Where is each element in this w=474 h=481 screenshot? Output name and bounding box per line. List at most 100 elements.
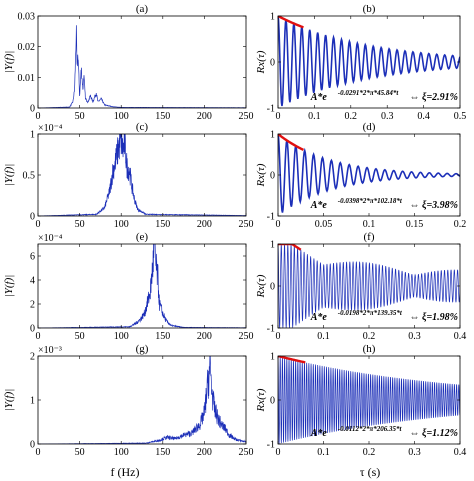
damping-formula-exponent: -0.0398*2*π*102.18*t [338,197,403,205]
damping-formula: A*e [310,200,328,211]
x-tick-label: 200 [197,447,212,458]
panel-g: 0 50 100 150 200 250 0 1 2 (g) ×10⁻³ |Y(f)| [3,343,254,458]
x-tick-label: 50 [75,331,85,342]
y-tick-label: 2 [30,352,35,363]
plot-area [38,134,246,216]
y-tick-label: 0 [270,58,275,69]
spectrum-series [38,244,246,328]
plot-area [38,25,246,108]
y-axis-label: |Y(f)| [3,51,15,74]
x-tick-label: 200 [197,219,212,230]
x-tick-label: 0.2 [363,331,376,342]
panel-h: 0 0.1 0.2 0.3 0.4-101(h)Rx(τ)A*e -0.0112*2*π*… [255,343,466,458]
damping-ratio: ⇔ ξ=2.91% [409,92,458,103]
x-tick-label: 100 [114,447,129,458]
panel-label: (a) [136,3,149,15]
x-tick-label: 50 [75,111,85,122]
x-tick-label: 150 [155,111,170,122]
x-tick-label: 250 [239,219,254,230]
x-tick-label: 0.1 [317,331,330,342]
y-tick-label: 0 [30,104,35,115]
damping-formula: A*e [310,428,328,439]
autocorrelation-series [278,356,460,444]
x-tick-label: 0 [36,111,41,122]
plot-area [278,356,460,444]
autocorrelation-series [278,134,460,213]
y-tick-label: 0 [270,396,275,407]
damping-formula-exponent: -0.0198*2*π*139.35*t [338,309,403,317]
x-tick-label: 0.1 [363,219,376,230]
axis-exponent: ×10⁻⁴ [38,233,63,244]
autocorrelation-series [278,244,460,328]
axis-exponent: ×10⁻⁴ [38,123,63,134]
x-tick-label: 0.3 [381,111,394,122]
x-tick-label: 0.15 [406,219,424,230]
x-tick-label: 0.2 [363,447,376,458]
y-tick-label: 0 [270,171,275,182]
y-tick-label: 0.5 [23,171,36,182]
x-tick-label: 0.05 [315,219,333,230]
damping-formula-exponent: -0.0291*2*π*45.84*t [338,89,400,97]
x-tick-label: 0 [36,219,41,230]
x-tick-label: 0 [276,331,281,342]
damping-ratio: ⇔ ξ=1.12% [409,428,458,439]
y-tick-label: -1 [267,212,275,223]
fitted-envelope [278,244,302,251]
x-tick-label: 0.3 [408,331,421,342]
y-tick-label: 0.03 [18,12,36,23]
y-tick-label: 1 [270,12,275,23]
y-tick-label: -1 [267,324,275,335]
y-tick-label: 4 [30,276,35,287]
x-axis-label-lag: τ (s) [360,465,380,479]
x-tick-label: 0.4 [454,331,467,342]
x-axis-label-frequency: f (Hz) [111,465,140,479]
y-axis-label: |Y(f)| [3,275,15,298]
damping-ratio: ⇔ ξ=1.98% [409,312,458,323]
panel-label: (b) [363,3,376,15]
x-tick-label: 250 [239,111,254,122]
panel-label: (e) [136,231,149,243]
y-tick-label: 0.01 [18,73,36,84]
y-tick-label: 2 [30,300,35,311]
plot-area [278,16,460,107]
y-tick-label: 0 [270,282,275,293]
x-tick-label: 100 [114,219,129,230]
panel-label: (f) [364,231,375,243]
x-tick-label: 0 [36,447,41,458]
y-axis-label: Rx(τ) [255,274,267,298]
panel-b: 0 0.1 0.2 0.3 0.4 0.5-101(b)Rx(τ)A*e -0.0291*2… [255,3,466,122]
y-tick-label: 6 [30,252,35,263]
plot-area [38,356,246,444]
panel-a: 0 50 100 150 200 250 0 0.01 0.02 0.03 (a) |Y(f)| [3,3,254,122]
y-tick-label: 1 [270,130,275,141]
axis-frame [37,243,247,329]
fitted-envelope [278,356,306,364]
y-axis-label: Rx(τ) [255,388,267,412]
y-axis-label: |Y(f)| [3,164,15,187]
x-tick-label: 200 [197,331,212,342]
spectrum-series [38,134,246,216]
x-tick-label: 100 [114,111,129,122]
x-tick-label: 150 [155,331,170,342]
x-tick-label: 0.3 [408,447,421,458]
plot-area [38,244,246,328]
x-tick-label: 150 [155,219,170,230]
x-tick-label: 250 [239,331,254,342]
panel-label: (d) [363,121,376,133]
axis-exponent: ×10⁻³ [38,345,62,356]
autocorrelation-series [278,16,460,107]
axis-frame [37,15,247,109]
plot-area [278,134,460,213]
x-tick-label: 0 [276,111,281,122]
x-tick-label: 0 [276,219,281,230]
y-tick-label: -1 [267,440,275,451]
panel-c: 0 50 100 150 200 250 0 0.5 1 (c) ×10⁻⁴ |Y(f)| [3,121,254,230]
panel-label: (g) [136,343,149,355]
x-tick-label: 0.2 [454,219,467,230]
y-tick-label: 0 [30,440,35,451]
y-tick-label: 0 [30,324,35,335]
axis-frame [37,133,247,217]
y-tick-label: 1 [30,396,35,407]
y-tick-label: -1 [267,104,275,115]
fitted-envelope [278,134,305,151]
